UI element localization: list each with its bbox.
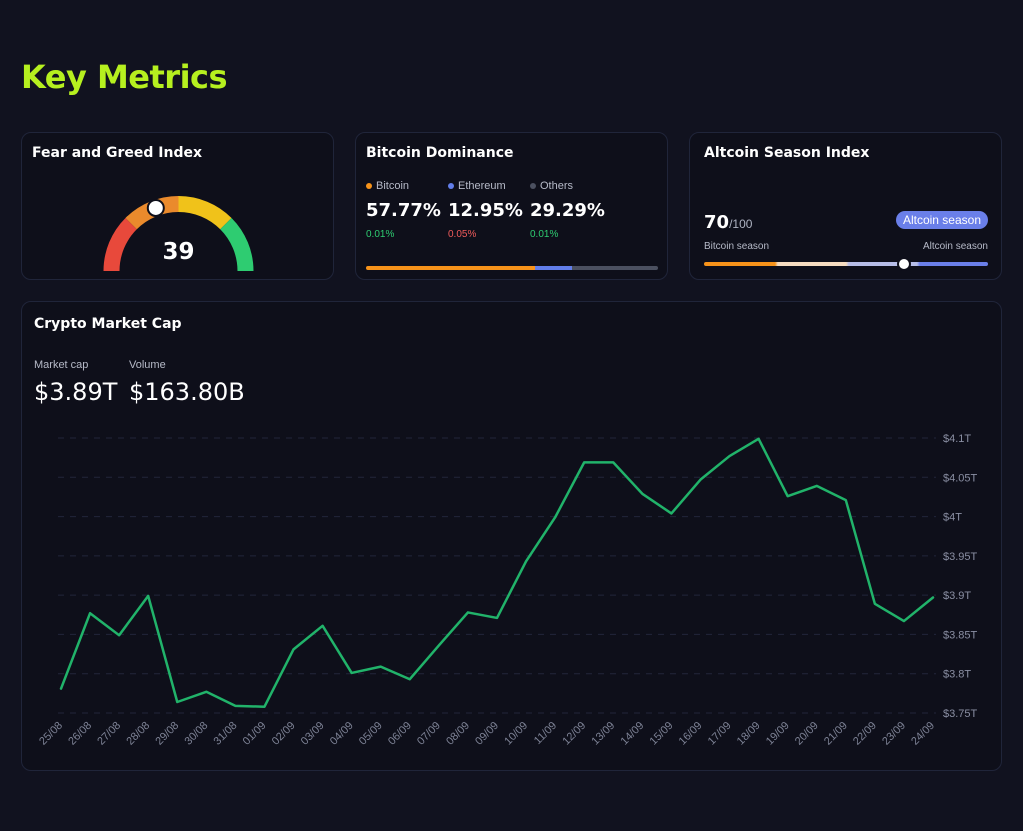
others-dot-icon [530, 183, 536, 189]
x-tick-label: 27/08 [95, 720, 123, 748]
x-tick-label: 06/09 [386, 720, 414, 748]
y-tick-label: $3.95T [943, 551, 978, 563]
bitcoin-dot-icon [366, 183, 372, 189]
x-tick-label: 03/09 [299, 720, 327, 748]
ethereum-dot-icon [448, 183, 454, 189]
dominance-label: Others [540, 180, 574, 192]
x-tick-label: 25/08 [37, 720, 65, 748]
x-tick-label: 17/09 [706, 720, 734, 748]
x-tick-label: 19/09 [764, 720, 792, 748]
dominance-label: Bitcoin [376, 180, 410, 192]
gauge-segment [219, 217, 254, 272]
dominance-bar-others [572, 266, 658, 270]
x-tick-label: 29/08 [153, 720, 181, 748]
dominance-percent: 57.77% [366, 200, 441, 221]
page-title: Key Metrics [21, 58, 228, 96]
y-tick-label: $3.85T [943, 629, 978, 641]
x-tick-label: 30/08 [183, 720, 211, 748]
x-tick-label: 16/09 [677, 720, 705, 748]
x-tick-label: 07/09 [415, 720, 443, 748]
bitcoin-dominance-card: Bitcoin Dominance Bitcoin 57.77% 0.01% E… [355, 132, 668, 280]
gauge-indicator [146, 198, 165, 217]
altcoin-value-max: /100 [729, 217, 753, 231]
fear-greed-card: Fear and Greed Index 39 [21, 132, 334, 280]
fear-greed-title: Fear and Greed Index [32, 145, 203, 161]
market-cap-chart: $3.75T $3.8T $3.85T $3.9T $3.95T $4T $4.05T $4.… [37, 433, 978, 748]
dominance-change: 0.01% [530, 229, 559, 240]
altcoin-season-title: Altcoin Season Index [704, 145, 870, 161]
altcoin-season-label: Altcoin season [922, 241, 988, 252]
altcoin-season-card: Altcoin Season Index 70/100 Altcoin seas… [689, 132, 1002, 280]
x-tick-label: 08/09 [444, 720, 472, 748]
y-tick-label: $3.9T [943, 590, 971, 602]
market-cap-card: Crypto Market Cap Market cap $3.89T Volu… [21, 301, 1002, 771]
y-tick-label: $3.75T [943, 708, 978, 720]
x-tick-label: 01/09 [241, 720, 269, 748]
x-tick-label: 15/09 [648, 720, 676, 748]
x-tick-label: 09/09 [473, 720, 501, 748]
x-tick-label: 28/08 [124, 720, 152, 748]
market-cap-label: Market cap [34, 359, 89, 371]
market-cap-series-line [59, 437, 935, 708]
dominance-change: 0.01% [366, 229, 395, 240]
bitcoin-dominance-title: Bitcoin Dominance [366, 145, 514, 161]
volume-value: $163.80B [129, 378, 245, 406]
x-tick-label: 04/09 [328, 720, 356, 748]
x-tick-label: 05/09 [357, 720, 385, 748]
dominance-others: Others 29.29% 0.01% [530, 180, 605, 240]
x-tick-label: 18/09 [735, 720, 763, 748]
x-tick-label: 26/08 [66, 720, 94, 748]
x-tick-label: 12/09 [560, 720, 588, 748]
y-tick-label: $4.1T [943, 433, 971, 445]
dominance-change: 0.05% [448, 229, 477, 240]
x-tick-label: 31/08 [212, 720, 240, 748]
altcoin-season-badge: Altcoin season [895, 211, 988, 229]
market-cap-title: Crypto Market Cap [34, 316, 182, 332]
dominance-bar-bitcoin [366, 266, 535, 270]
altcoin-season-indicator [896, 257, 911, 271]
x-tick-label: 02/09 [270, 720, 298, 748]
x-tick-label: 20/09 [793, 720, 821, 748]
x-tick-label: 14/09 [619, 720, 647, 748]
gauge-segment [178, 196, 232, 230]
altcoin-season-track [704, 257, 988, 271]
fear-greed-gauge [103, 196, 254, 272]
x-tick-label: 22/09 [851, 720, 879, 748]
dominance-bar [366, 266, 658, 270]
bitcoin-season-label: Bitcoin season [704, 241, 770, 252]
altcoin-season-value: 70/100 [704, 212, 752, 233]
dominance-bitcoin: Bitcoin 57.77% 0.01% [366, 180, 441, 240]
y-tick-label: $4T [943, 512, 962, 524]
gauge-segment [103, 217, 138, 272]
x-tick-label: 21/09 [822, 720, 850, 748]
altcoin-value-number: 70 [704, 212, 730, 233]
dominance-percent: 12.95% [448, 200, 523, 221]
x-tick-label: 23/09 [880, 720, 908, 748]
market-cap-value: $3.89T [34, 378, 118, 406]
dominance-ethereum: Ethereum 12.95% 0.05% [448, 180, 523, 240]
x-tick-label: 11/09 [532, 720, 559, 747]
fear-greed-value: 39 [162, 239, 195, 265]
x-tick-label: 10/09 [502, 720, 530, 748]
volume-label: Volume [129, 359, 166, 371]
x-tick-label: 24/09 [909, 720, 937, 748]
y-tick-label: $3.8T [943, 669, 971, 681]
x-tick-label: 13/09 [589, 720, 617, 748]
dominance-percent: 29.29% [530, 200, 605, 221]
dominance-label: Ethereum [458, 180, 506, 192]
dominance-bar-ethereum [534, 266, 573, 270]
y-tick-label: $4.05T [943, 472, 978, 484]
